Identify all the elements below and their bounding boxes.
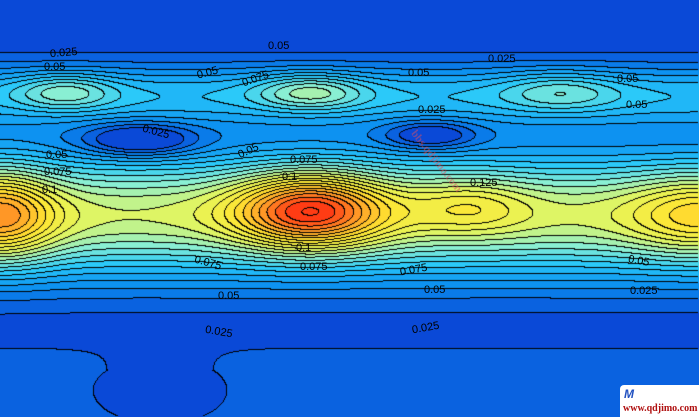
contour-label: 0.025 bbox=[488, 53, 516, 65]
contour-label: 0.05 bbox=[46, 149, 68, 161]
watermark-logo: M www.qdjimo.com bbox=[620, 385, 699, 417]
contour-label: 0.05 bbox=[218, 290, 240, 302]
contour-label: 0.025 bbox=[418, 104, 446, 116]
contour-label: 0.1 bbox=[296, 242, 312, 254]
contour-label: 0.05 bbox=[626, 99, 648, 111]
contour-label: 0.05 bbox=[424, 284, 446, 296]
logo-mark: M bbox=[624, 387, 634, 401]
contour-label: 0.075 bbox=[44, 166, 72, 178]
contour-label: 0.05 bbox=[44, 61, 66, 73]
contour-label: 0.05 bbox=[617, 73, 639, 85]
contour-label: 0.05 bbox=[408, 67, 430, 79]
logo-url: www.qdjimo.com bbox=[623, 403, 698, 414]
contour-label: 0.075 bbox=[300, 261, 328, 273]
contour-label: 0.1 bbox=[42, 184, 58, 196]
contour-label: 0.075 bbox=[290, 154, 318, 166]
contour-label: 0.025 bbox=[630, 285, 658, 297]
contour-label: 0.05 bbox=[268, 40, 290, 52]
contour-label: 0.125 bbox=[470, 177, 498, 189]
contour-label: 0.1 bbox=[282, 171, 298, 183]
